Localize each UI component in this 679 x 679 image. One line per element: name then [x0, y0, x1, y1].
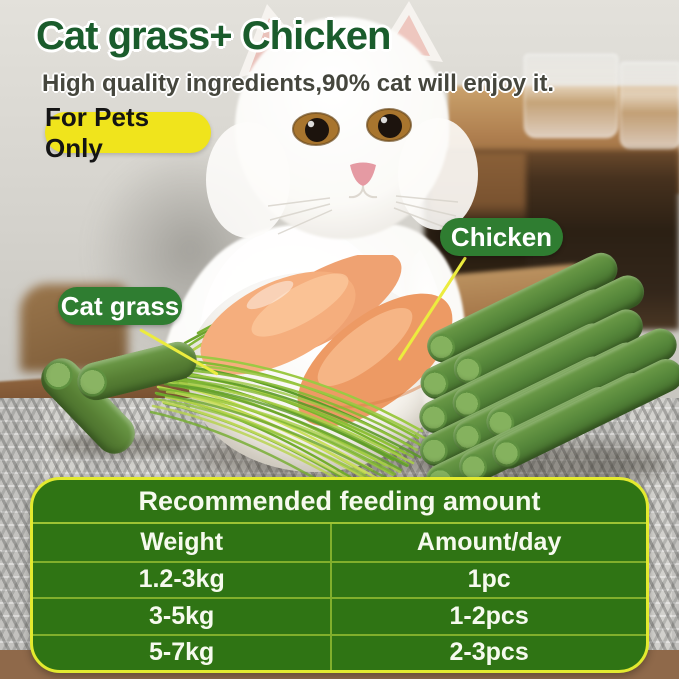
feeding-table-title: Recommended feeding amount — [33, 480, 646, 524]
column-header-weight: Weight — [140, 527, 224, 556]
weight-value: 1.2-3kg — [33, 560, 331, 598]
cat-head — [206, 1, 478, 239]
cat-eye-right — [366, 108, 412, 142]
feeding-table-grid: Weight Amount/day 1.2-3kg 1pc 3-5kg 1-2p… — [33, 524, 646, 670]
page-title: Cat grass+ Chicken — [36, 14, 391, 58]
weight-value: 5-7kg — [33, 633, 331, 671]
chicken-label: Chicken — [440, 218, 563, 256]
amount-value: 1pc — [330, 560, 646, 597]
weight-value: 3-5kg — [33, 597, 331, 634]
cat-eye-left — [292, 112, 340, 146]
for-pets-only-badge: For Pets Only — [45, 102, 211, 163]
water-glass — [524, 54, 618, 138]
chicken-breasts — [200, 255, 453, 427]
amount-value: 2-3pcs — [330, 633, 646, 670]
cat-nose — [350, 162, 376, 186]
amount-value: 1-2pcs — [330, 597, 646, 634]
water-glass — [620, 62, 679, 150]
column-header-amount: Amount/day — [330, 524, 646, 561]
page-subtitle: High quality ingredients,90% cat will en… — [42, 70, 555, 97]
bowl-contents — [150, 255, 453, 485]
feeding-table: Recommended feeding amount Weight Amount… — [30, 477, 649, 673]
cat-grass-label: Cat grass — [58, 287, 182, 325]
